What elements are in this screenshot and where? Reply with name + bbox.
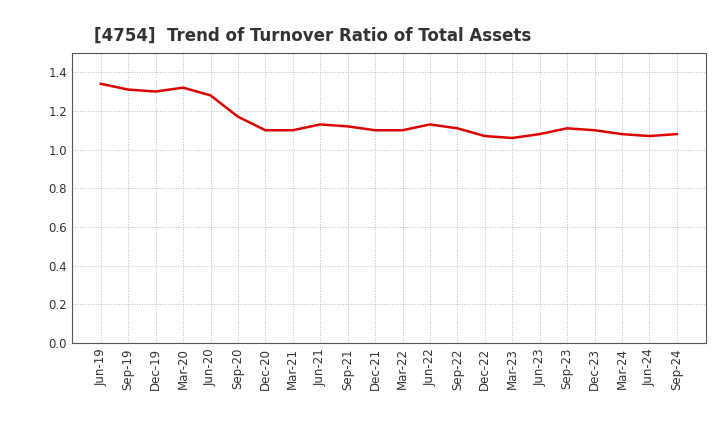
Text: [4754]  Trend of Turnover Ratio of Total Assets: [4754] Trend of Turnover Ratio of Total … (94, 26, 531, 44)
